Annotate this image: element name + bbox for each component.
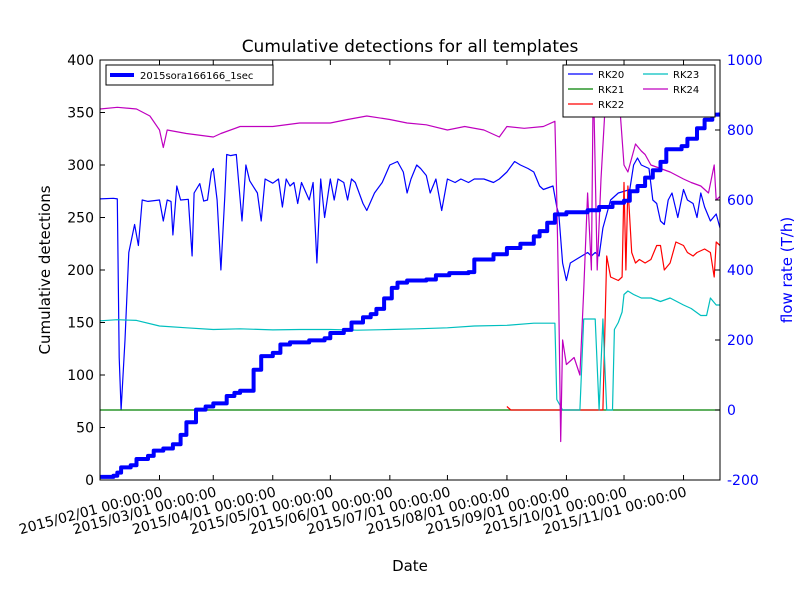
y-right-tick-label: 800 bbox=[727, 123, 754, 139]
y-left-tick-label: 200 bbox=[67, 263, 94, 279]
y-right-tick-label: 400 bbox=[727, 263, 754, 279]
y-right-tick-label: 1000 bbox=[727, 53, 763, 69]
chart-title: Cumulative detections for all templates bbox=[242, 37, 579, 57]
series-line-rk23 bbox=[100, 290, 720, 411]
x-axis-label: Date bbox=[392, 557, 428, 575]
legend-left-box bbox=[105, 64, 274, 86]
y-left-tick-label: 50 bbox=[76, 421, 94, 437]
legend-label: RK20 bbox=[598, 70, 624, 81]
y-left-tick-label: 300 bbox=[67, 158, 94, 174]
y-left-tick-label: 350 bbox=[67, 106, 94, 122]
series-line-rk20 bbox=[100, 153, 720, 411]
y-right-tick-label: 0 bbox=[727, 403, 736, 419]
y-axis-label-right: flow rate (T/h) bbox=[778, 217, 796, 323]
y-left-tick-label: 100 bbox=[67, 368, 94, 384]
legend-label: 2015sora166166_1sec bbox=[140, 71, 253, 82]
y-right-tick-label: 600 bbox=[727, 193, 754, 209]
legend-label: RK22 bbox=[598, 100, 624, 111]
series-line-rk22 bbox=[506, 181, 720, 411]
legend-left: 2015sora166166_1sec bbox=[105, 64, 274, 86]
y-right-tick-label: 200 bbox=[727, 333, 754, 349]
legend-layer: 2015sora166166_1sec RK20 RK21 RK22 RK23 RK24 bbox=[105, 64, 716, 118]
y-axis-label-left: Cumulative detections bbox=[36, 185, 54, 354]
cumulative-detections-line bbox=[100, 112, 720, 479]
y-left-tick-label: 250 bbox=[67, 211, 94, 227]
legend-label: RK23 bbox=[673, 70, 699, 81]
series-line-rk24 bbox=[100, 73, 720, 443]
legend-label: RK21 bbox=[598, 85, 624, 96]
y-left-tick-label: 400 bbox=[67, 53, 94, 69]
y-left-tick-label: 0 bbox=[85, 473, 94, 489]
legend-right: RK20 RK21 RK22 RK23 RK24 bbox=[562, 64, 716, 118]
y-right-tick-label: -200 bbox=[727, 473, 759, 489]
axis-layer: 0 50 100 150 200 250 300 350 400 -200 0 200 400 600 80… bbox=[17, 53, 762, 538]
y-left-tick-label: 150 bbox=[67, 316, 94, 332]
series-layer bbox=[100, 73, 720, 479]
legend-label: RK24 bbox=[673, 85, 699, 96]
